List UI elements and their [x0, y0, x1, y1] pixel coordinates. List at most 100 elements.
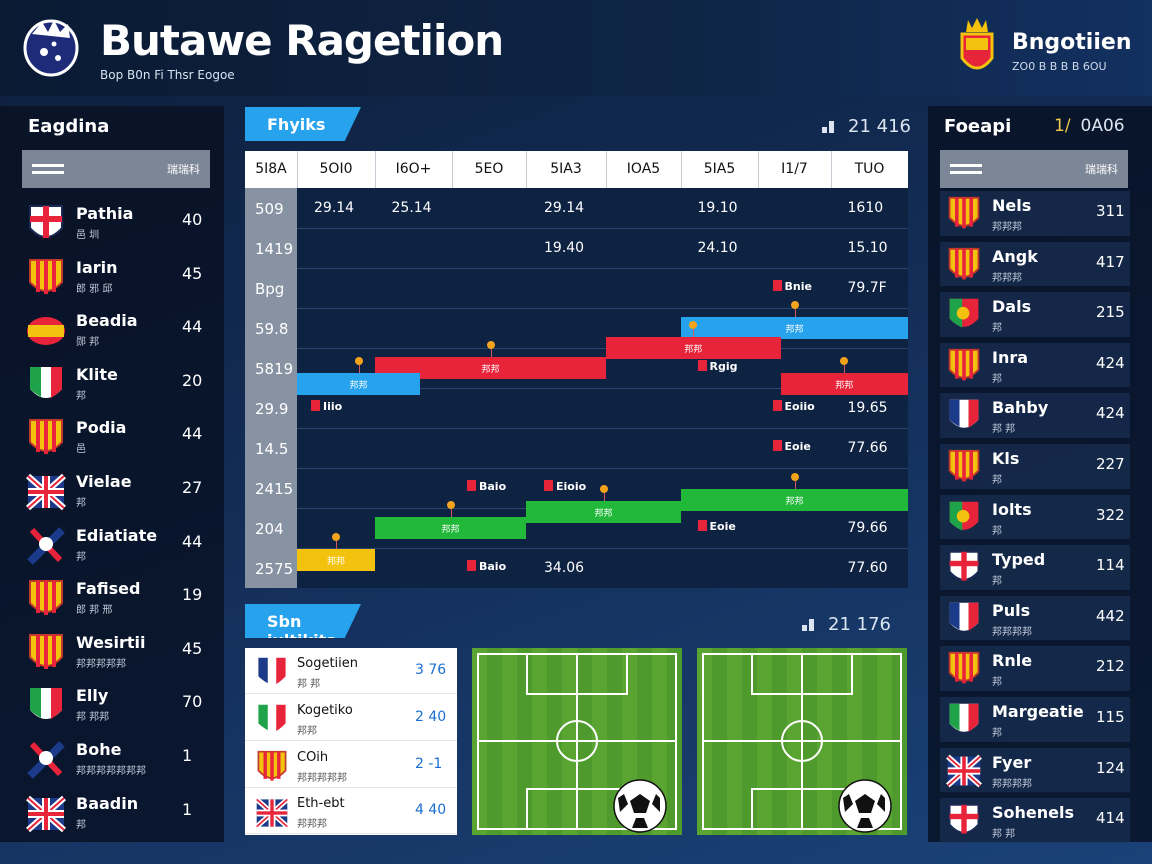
match-bar[interactable]: 邦邦: [606, 337, 781, 359]
team-row[interactable]: Bohe 邦邦邦邦邦邦邦 1: [0, 732, 224, 786]
sliders-icon[interactable]: [32, 160, 64, 178]
team-score: 20: [182, 370, 203, 390]
team-row[interactable]: Wesirtii 邦邦邦邦邦 45: [0, 625, 224, 679]
team-row[interactable]: Typed 邦 114: [928, 542, 1152, 593]
left-panel-toolbar[interactable]: 瑞瑞科: [22, 150, 210, 188]
team-row[interactable]: Inra 邦 424: [928, 340, 1152, 391]
results-list: Sogetiien 邦 邦 3 76 Kogetiko 邦邦 2 40 COih 邦邦邦邦邦 2…: [245, 648, 457, 835]
team-row[interactable]: Kls 邦 227: [928, 441, 1152, 492]
column-divider: [452, 151, 453, 188]
team-row[interactable]: Angk 邦邦邦 417: [928, 239, 1152, 290]
schedule-value[interactable]: 24.10: [697, 240, 738, 256]
column-header[interactable]: TUO: [854, 161, 885, 177]
app-header: Butawe Ragetiion Bop B0n Fi Thsr Eogoe B…: [0, 0, 1152, 96]
schedule-value[interactable]: 79.7F: [847, 280, 887, 296]
column-header[interactable]: 5EO: [474, 161, 504, 177]
team-name: Puls: [992, 600, 1031, 620]
league-logo-icon[interactable]: [22, 14, 80, 78]
result-row[interactable]: COih 邦邦邦邦邦 2 -1: [245, 742, 457, 788]
team-row[interactable]: Baadin 邦 1: [0, 786, 224, 840]
sliders-icon[interactable]: [950, 160, 982, 178]
team-score: 311: [1096, 202, 1125, 220]
team-subtitle: 郎 邦 邢: [76, 605, 113, 617]
match-marker-icon: [840, 357, 849, 365]
team-name: Vielae: [76, 471, 132, 491]
schedule-value[interactable]: 77.66: [847, 440, 888, 456]
grid-line: [297, 468, 908, 469]
team-tag[interactable]: Iiio: [311, 400, 342, 413]
match-bar[interactable]: 邦邦: [297, 549, 375, 571]
column-header[interactable]: 5IA5: [703, 161, 736, 177]
column-header[interactable]: 5IA3: [550, 161, 582, 177]
match-bar[interactable]: 邦邦: [681, 489, 908, 511]
column-header[interactable]: I1/7: [781, 161, 808, 177]
team-tag[interactable]: Baio: [467, 560, 506, 573]
team-row[interactable]: Vielae 邦 27: [0, 464, 224, 518]
match-bar[interactable]: 邦邦: [375, 357, 606, 379]
schedule-value[interactable]: 34.06: [544, 560, 585, 576]
schedule-value[interactable]: 19.10: [697, 200, 738, 216]
team-row[interactable]: Iarin 郎 邪 邱 45: [0, 250, 224, 304]
team-row[interactable]: Sohenels 邦 邦 414: [928, 795, 1152, 846]
team-row[interactable]: Puls 邦邦邦邦 442: [928, 593, 1152, 644]
pitch-right[interactable]: [697, 648, 907, 835]
team-tag[interactable]: Eioio: [544, 480, 586, 493]
team-name: Ediatiate: [76, 525, 158, 545]
team-tag[interactable]: Eoie: [772, 440, 811, 453]
team-tag[interactable]: Eoie: [697, 520, 736, 533]
match-marker-icon: [446, 501, 455, 509]
france-mascot-icon: [26, 738, 66, 779]
tab-results[interactable]: Sbn jultikits: [245, 604, 361, 638]
team-row[interactable]: Pathia 邑 圳 40: [0, 196, 224, 250]
row-label: 1419: [255, 240, 294, 258]
team-row[interactable]: Podia 邑 44: [0, 410, 224, 464]
match-bar[interactable]: 邦邦: [375, 517, 526, 539]
schedule-value[interactable]: 15.10: [847, 240, 888, 256]
team-name: Fyer: [992, 752, 1032, 772]
team-row[interactable]: Bahby 邦 邦 424: [928, 390, 1152, 441]
england-shield-icon: [26, 202, 66, 242]
spain-shield-icon: [946, 194, 982, 234]
match-bar[interactable]: 邦邦: [526, 501, 681, 523]
team-row[interactable]: Fafised 郎 邦 邢 19: [0, 571, 224, 625]
match-bar[interactable]: 邦邦: [681, 317, 908, 339]
team-row[interactable]: Ediatiate 邦 44: [0, 518, 224, 572]
column-header[interactable]: 5I8A: [255, 161, 287, 177]
pitch-left[interactable]: [472, 648, 682, 835]
column-header[interactable]: IOA5: [626, 161, 661, 177]
team-row[interactable]: Elly 邦 邦邦 70: [0, 678, 224, 732]
tab-fixtures[interactable]: Fhyiks: [245, 107, 361, 141]
team-row[interactable]: Rnle 邦 212: [928, 643, 1152, 694]
column-header[interactable]: I6O+: [395, 161, 432, 177]
schedule-value[interactable]: 29.14: [544, 200, 585, 216]
schedule-value[interactable]: 19.65: [847, 400, 888, 416]
column-divider: [758, 151, 759, 188]
brand-crest-icon[interactable]: [954, 14, 1000, 80]
schedule-value[interactable]: 77.60: [847, 560, 888, 576]
team-row[interactable]: Iolts 邦 322: [928, 492, 1152, 543]
team-row[interactable]: Klite 邦 20: [0, 357, 224, 411]
schedule-value[interactable]: 25.14: [391, 200, 432, 216]
team-tag[interactable]: Eoiio: [772, 400, 815, 413]
schedule-value[interactable]: 1610: [847, 200, 884, 216]
schedule-value[interactable]: 19.40: [544, 240, 585, 256]
result-row[interactable]: Eth-ebt 邦邦邦 4 40: [245, 788, 457, 835]
team-row[interactable]: Beadia 郧 邦 44: [0, 303, 224, 357]
team-row[interactable]: Nels 邦邦邦 311: [928, 188, 1152, 239]
team-row[interactable]: Margeatie 邦 115: [928, 694, 1152, 745]
schedule-value[interactable]: 79.66: [847, 520, 888, 536]
right-panel-title: Foeapi: [944, 116, 1012, 137]
column-divider: [375, 151, 376, 188]
team-row[interactable]: Dals 邦 215: [928, 289, 1152, 340]
team-row[interactable]: Fyer 邦邦邦邦 124: [928, 745, 1152, 796]
team-tag[interactable]: Bnie: [772, 280, 812, 293]
right-panel-toolbar[interactable]: 瑞瑞科: [940, 150, 1128, 188]
result-row[interactable]: Sogetiien 邦 邦 3 76: [245, 648, 457, 694]
schedule-value[interactable]: 29.14: [314, 200, 355, 216]
column-header[interactable]: 5OI0: [319, 161, 353, 177]
result-row[interactable]: Kogetiko 邦邦 2 40: [245, 695, 457, 741]
team-tag[interactable]: Baio: [467, 480, 506, 493]
match-bar[interactable]: 邦邦: [297, 373, 420, 395]
team-tag[interactable]: Rgig: [697, 360, 738, 373]
match-bar[interactable]: 邦邦: [780, 373, 908, 395]
